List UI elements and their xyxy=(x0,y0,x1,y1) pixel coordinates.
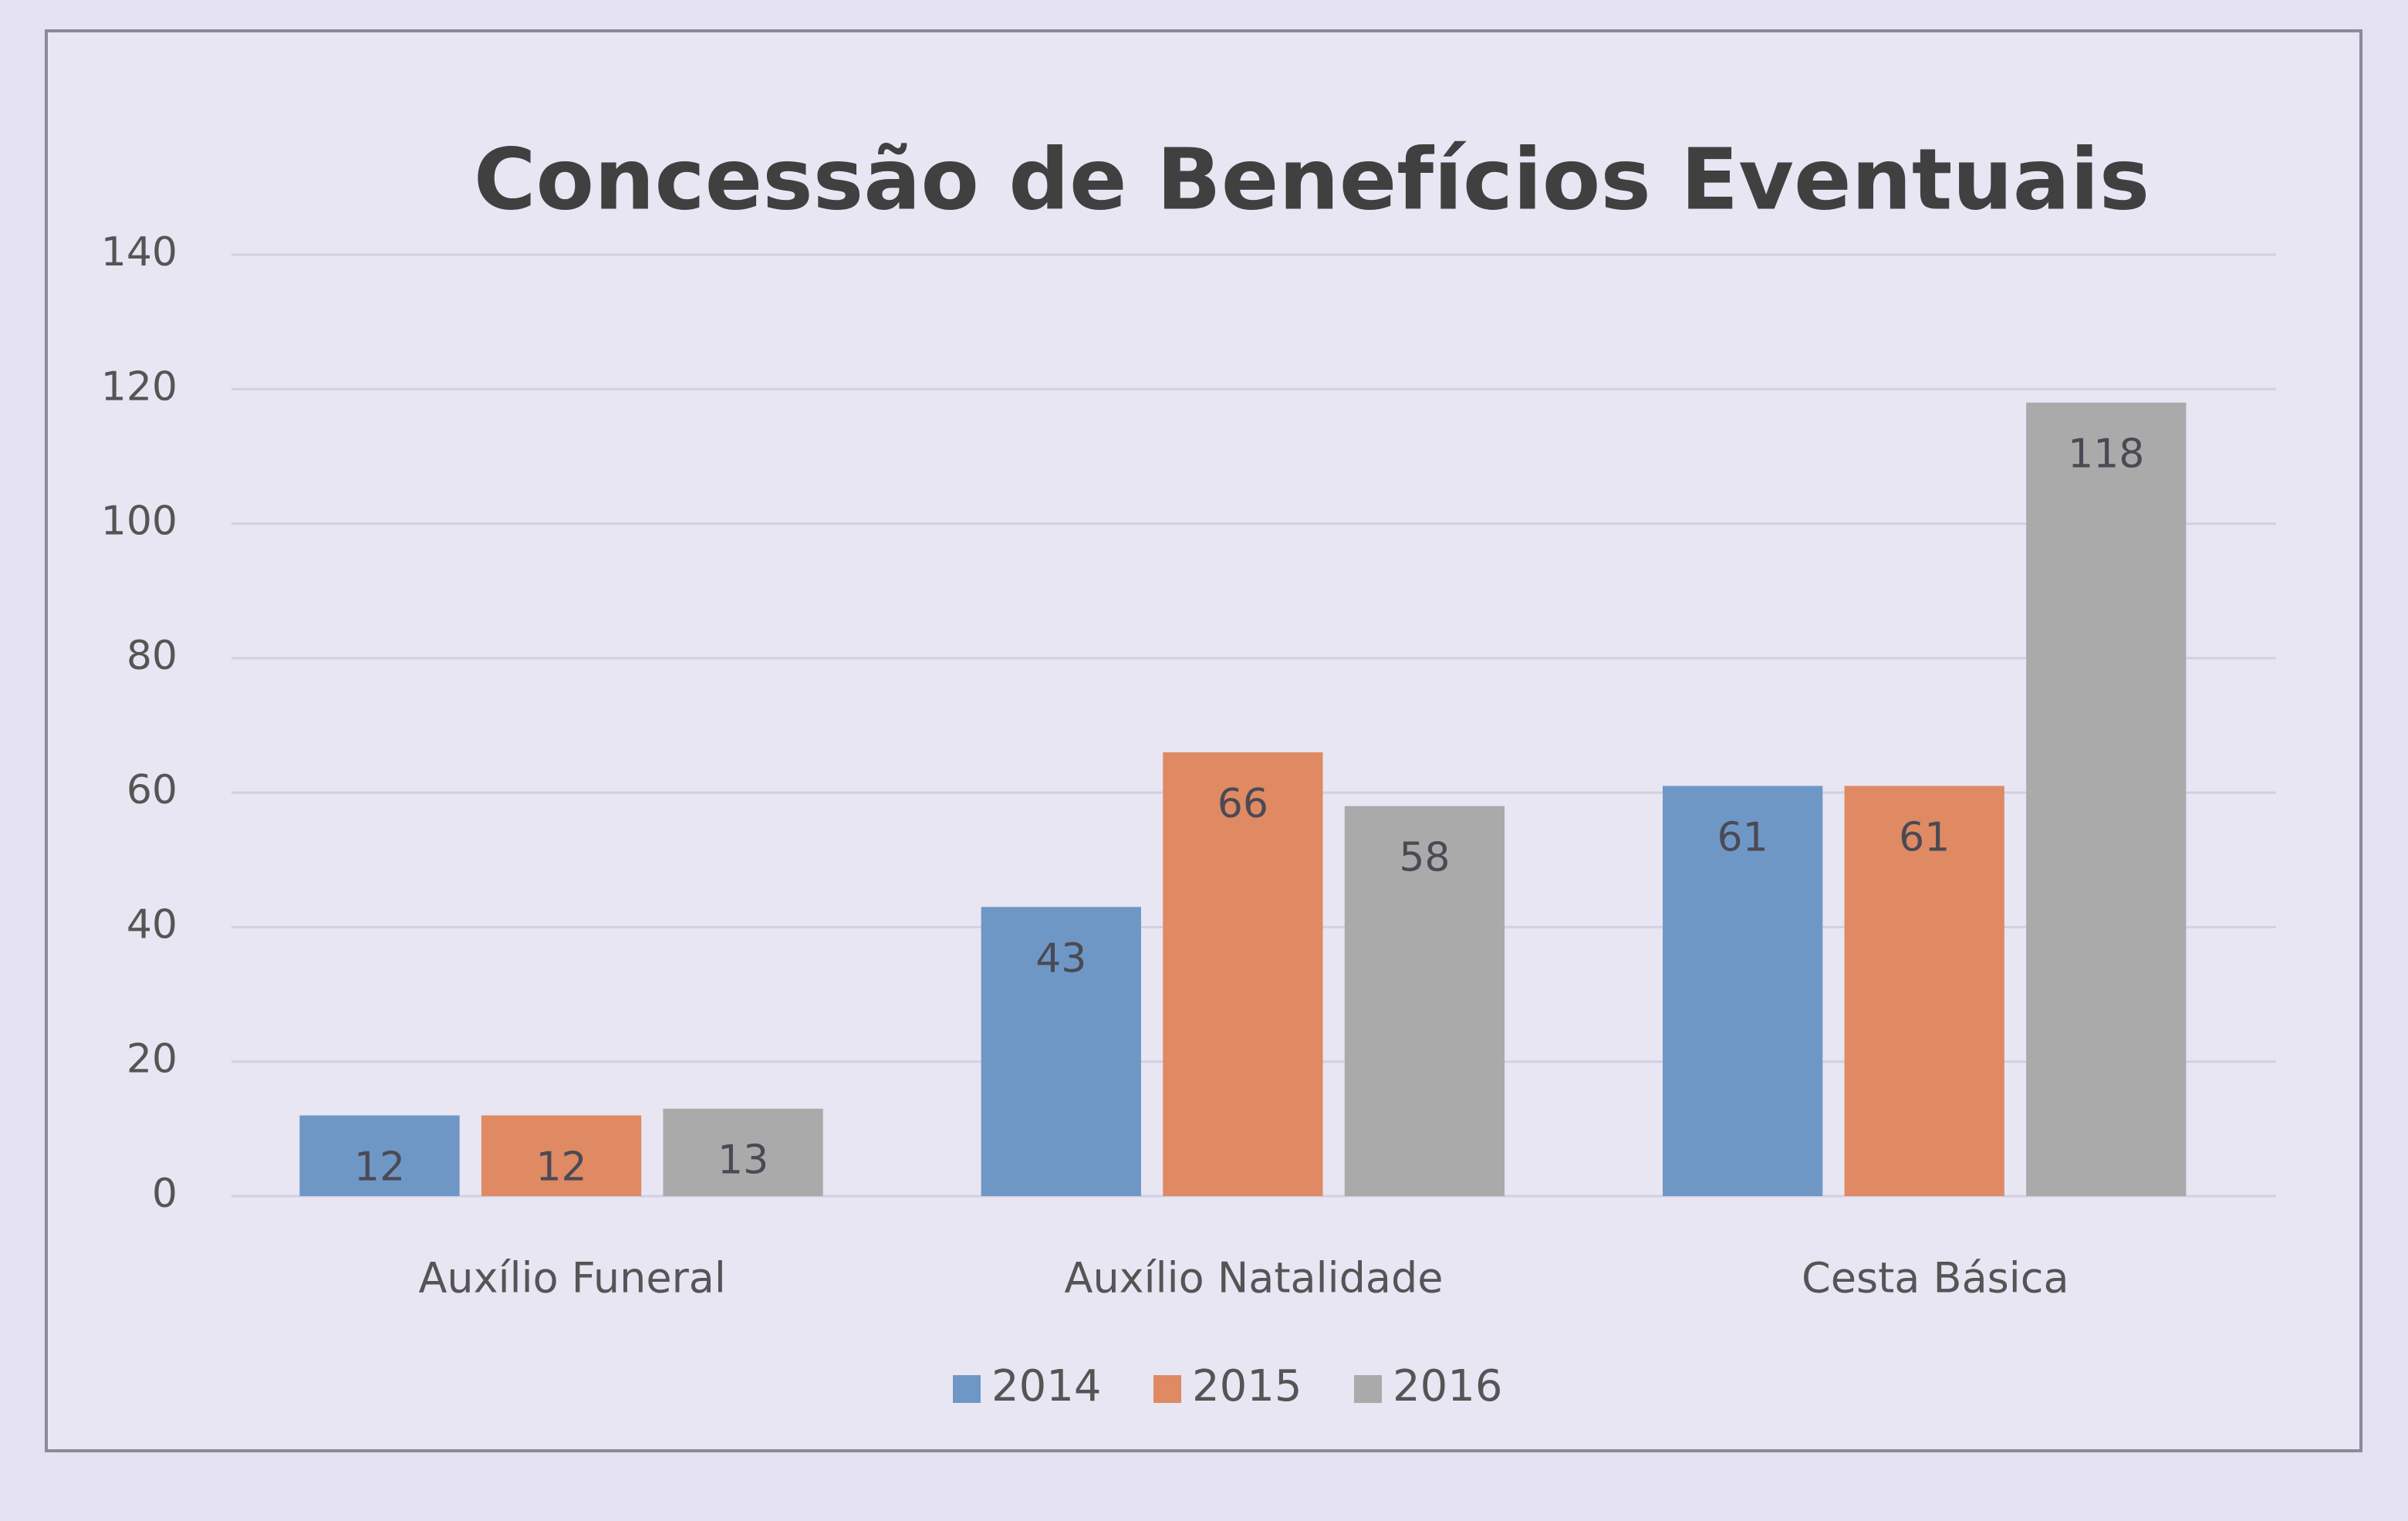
y-tick-label: 100 xyxy=(101,499,177,545)
y-tick-label: 20 xyxy=(127,1036,177,1083)
bar xyxy=(1663,786,1823,1196)
data-label: 12 xyxy=(354,1144,405,1190)
chart-frame xyxy=(45,29,2362,1452)
x-tick-label: Auxílio Funeral xyxy=(418,1254,725,1303)
data-label: 66 xyxy=(1218,781,1268,827)
data-label: 118 xyxy=(2068,431,2144,478)
y-tick-label: 140 xyxy=(101,229,177,275)
legend-swatch xyxy=(1153,1375,1181,1403)
bar xyxy=(481,1115,642,1196)
data-label: 61 xyxy=(1717,814,1768,860)
chart-title: Concessão de Benefícios Eventuais xyxy=(474,130,2150,228)
y-tick-label: 60 xyxy=(127,767,177,813)
y-tick-label: 40 xyxy=(127,901,177,948)
legend-swatch xyxy=(953,1375,981,1403)
legend-label: 2015 xyxy=(1192,1361,1302,1411)
y-tick-label: 80 xyxy=(127,633,177,679)
data-label: 13 xyxy=(718,1137,768,1184)
legend-label: 2014 xyxy=(991,1361,1102,1411)
bar xyxy=(981,907,1141,1196)
data-label: 61 xyxy=(1899,814,1950,860)
x-tick-label: Auxílio Natalidade xyxy=(1065,1254,1444,1303)
y-tick-label: 0 xyxy=(152,1171,177,1217)
bar xyxy=(1844,786,2004,1196)
x-tick-label: Cesta Básica xyxy=(1802,1254,2069,1303)
y-tick-label: 120 xyxy=(101,363,177,410)
bar xyxy=(1163,752,1323,1196)
data-label: 58 xyxy=(1399,835,1450,881)
bar xyxy=(663,1108,823,1196)
data-label: 12 xyxy=(535,1144,586,1190)
legend-label: 2016 xyxy=(1393,1361,1503,1411)
bar xyxy=(2026,402,2187,1196)
bar xyxy=(1344,806,1505,1196)
data-label: 43 xyxy=(1035,935,1086,982)
legend-swatch xyxy=(1354,1375,1382,1403)
bar xyxy=(299,1115,460,1196)
